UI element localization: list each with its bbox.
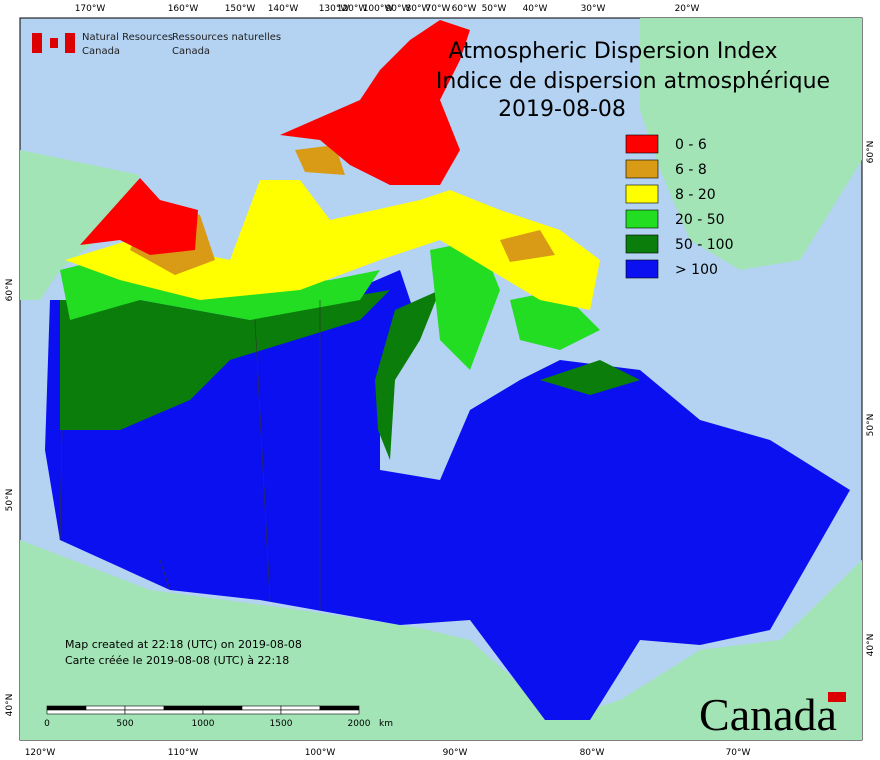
- lon-label: 120°W: [25, 748, 56, 758]
- scale-segment: [163, 705, 204, 711]
- scale-segment: [124, 709, 204, 715]
- wordmark-flag: [828, 692, 846, 702]
- flag-bar: [65, 33, 75, 53]
- legend-label: 0 - 6: [675, 137, 707, 153]
- lon-label: 100°W: [305, 748, 336, 758]
- note: Carte créée le 2019-08-08 (UTC) à 22:18: [65, 654, 289, 667]
- zone-50-100-east: [540, 360, 640, 395]
- legend-swatch: [625, 209, 659, 229]
- legend-label: > 100: [675, 262, 718, 278]
- lon-label: 70°W: [426, 4, 451, 14]
- lat-label: 60°N: [866, 141, 876, 164]
- zone-6-8-arctic: [295, 145, 345, 175]
- org-fr: Ressources naturelles: [172, 32, 281, 43]
- borders: [59, 300, 321, 610]
- scale-segment: [280, 709, 360, 715]
- lon-label: 100°W: [363, 4, 394, 14]
- lon-label: 80°W: [406, 4, 431, 14]
- scale-bar: 0 500 1000 1500 2000 km: [44, 705, 393, 729]
- scale-segment: [202, 709, 282, 715]
- lon-label: 70°W: [726, 748, 751, 758]
- scale-segment: [280, 705, 321, 711]
- graticule-labels: 170°W 160°W 150°W 140°W 130°W120°W100°W90°W8…: [5, 4, 876, 758]
- lon-label: 80°W: [580, 748, 605, 758]
- zone-50-100-hudson: [375, 290, 440, 460]
- zone-above-100: [45, 270, 850, 720]
- scale-label: 1000: [192, 719, 215, 729]
- scale-segment: [319, 705, 360, 711]
- legend-swatch: [625, 159, 659, 179]
- zone-50-100: [60, 290, 390, 430]
- legend: 0 - 6 6 - 8 8 - 20 20 - 50 50 - 100 > 100: [625, 134, 734, 279]
- legend-label: 6 - 8: [675, 162, 707, 178]
- wordmark: Canada: [699, 689, 837, 740]
- lat-label: 60°N: [5, 279, 15, 302]
- scale-segment: [202, 705, 243, 711]
- lon-label: 140°W: [268, 4, 299, 14]
- lon-label: 160°W: [168, 4, 199, 14]
- title: Indice de dispersion atmosphérique: [436, 69, 830, 94]
- title: Atmospheric Dispersion Index: [449, 39, 778, 64]
- org-fr: Canada: [172, 46, 210, 57]
- legend-label: 20 - 50: [675, 212, 725, 228]
- date: 2019-08-08: [498, 97, 626, 122]
- lat-label: 50°N: [5, 489, 15, 512]
- lon-label: 40°W: [523, 4, 548, 14]
- org-en: Natural Resources: [82, 32, 173, 43]
- lon-label: 170°W: [75, 4, 106, 14]
- lon-label: 150°W: [225, 4, 256, 14]
- zone-6-8-east: [500, 230, 555, 262]
- scale-label: 1500: [270, 719, 293, 729]
- scale-unit: km: [379, 719, 393, 729]
- alaska: [20, 150, 140, 300]
- lon-label: 130°W: [319, 4, 350, 14]
- lon-label: 90°W: [443, 748, 468, 758]
- legend-swatch: [625, 184, 659, 204]
- lat-label: 40°N: [5, 694, 15, 717]
- zone-20-50-east: [510, 290, 600, 350]
- lat-label: 50°N: [866, 414, 876, 437]
- lon-label: 50°W: [482, 4, 507, 14]
- greenland: [640, 18, 862, 270]
- scale-segment: [124, 705, 165, 711]
- flag-leaf: [50, 38, 58, 48]
- legend-label: 8 - 20: [675, 187, 716, 203]
- scale-label: 0: [44, 719, 50, 729]
- zone-0-6-arctic: [280, 20, 470, 185]
- note: Map created at 22:18 (UTC) on 2019-08-08: [65, 638, 302, 651]
- legend-swatch: [625, 234, 659, 254]
- united-states: [20, 540, 862, 740]
- flag-bar: [32, 33, 42, 53]
- lon-label: 20°W: [675, 4, 700, 14]
- lon-label: 90°W: [386, 4, 411, 14]
- zone-0-6-west: [80, 178, 198, 255]
- scale-label: 2000: [348, 719, 371, 729]
- scale-segment: [85, 705, 126, 711]
- logo: Natural Resources Canada Ressources natu…: [32, 32, 281, 57]
- zone-8-20: [65, 180, 600, 310]
- org-en: Canada: [82, 46, 120, 57]
- legend-swatch: [625, 259, 659, 279]
- scale-segment: [241, 705, 282, 711]
- lon-label: 120°W: [337, 4, 368, 14]
- lon-label: 60°W: [452, 4, 477, 14]
- map: [19, 17, 863, 741]
- zone-20-50-baffin: [430, 240, 500, 370]
- legend-label: 50 - 100: [675, 237, 734, 253]
- lon-label: 30°W: [581, 4, 606, 14]
- lon-label: 110°W: [168, 748, 199, 758]
- scale-label: 500: [116, 719, 133, 729]
- scale-segment: [46, 709, 126, 715]
- lat-label: 40°N: [866, 634, 876, 657]
- legend-swatch: [625, 134, 659, 154]
- scale-segment: [46, 705, 87, 711]
